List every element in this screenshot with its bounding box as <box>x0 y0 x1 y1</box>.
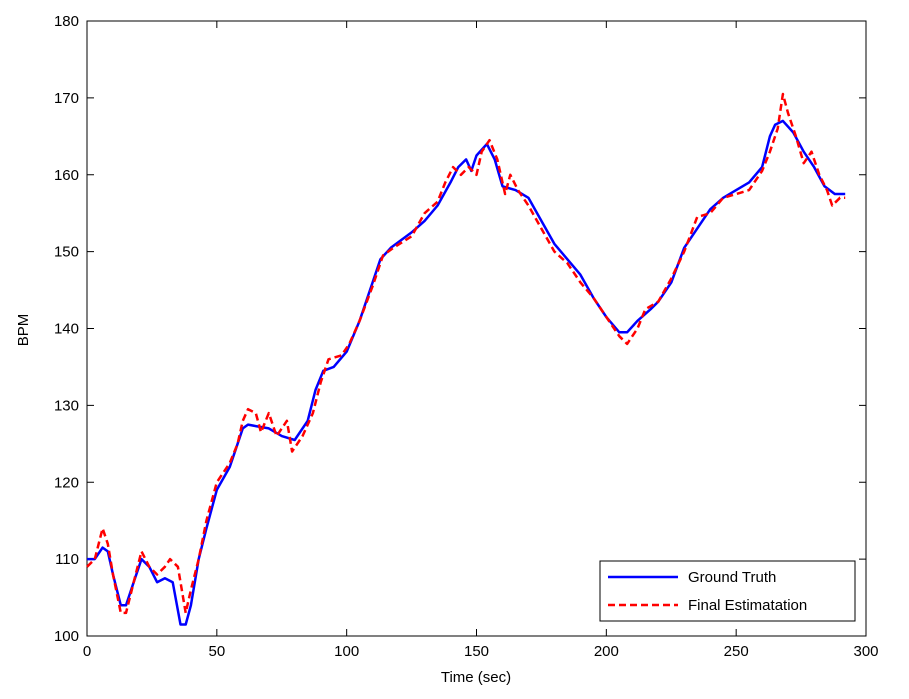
x-tick-label: 300 <box>853 643 878 660</box>
x-tick-label: 200 <box>594 643 619 660</box>
x-tick-label: 250 <box>724 643 749 660</box>
y-tick-label: 130 <box>54 397 79 414</box>
x-tick-label: 50 <box>208 643 225 660</box>
y-tick-label: 160 <box>54 167 79 184</box>
data-line <box>86 92 846 615</box>
x-tick-label: 100 <box>334 643 359 660</box>
y-tick-label: 170 <box>54 90 79 107</box>
y-tick-label: 110 <box>55 551 79 568</box>
legend-label: Ground Truth <box>688 569 776 586</box>
y-tick-label: 180 <box>54 13 79 30</box>
y-tick-label: 140 <box>54 321 79 338</box>
legend-box <box>599 560 856 622</box>
x-tick-label: 150 <box>464 643 489 660</box>
legend-label: Final Estimatation <box>688 597 807 614</box>
x-axis-label: Time (sec) <box>441 669 511 686</box>
legend: Ground Truth Final Estimatation <box>599 560 856 622</box>
y-axis-label: BPM <box>15 314 32 347</box>
x-tick-label: 0 <box>83 643 91 660</box>
y-tick-label: 100 <box>54 628 79 645</box>
y-tick-label: 120 <box>54 474 79 491</box>
y-tick-label: 150 <box>54 244 79 261</box>
plot-frame <box>86 20 867 637</box>
data-line <box>87 119 846 626</box>
